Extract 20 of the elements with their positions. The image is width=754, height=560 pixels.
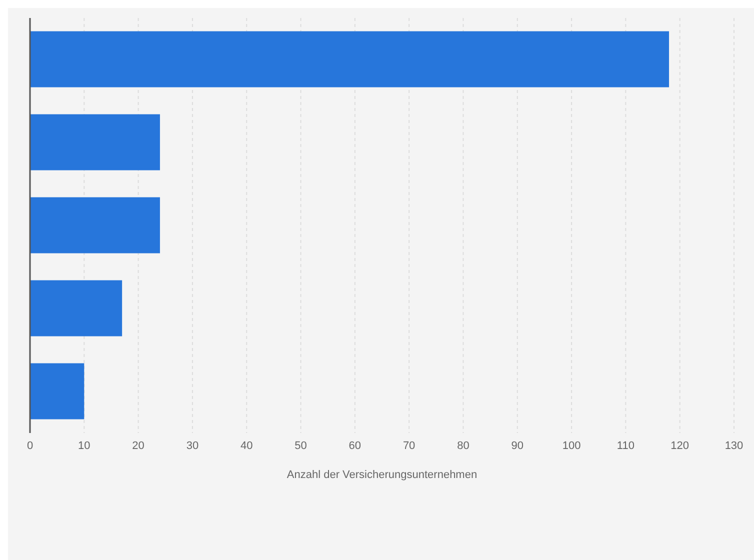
x-tick-label: 20 (132, 440, 144, 452)
bar (30, 197, 160, 254)
x-tick-label: 60 (348, 440, 362, 452)
x-tick-label: 80 (457, 440, 470, 452)
x-tick-label: 50 (294, 440, 307, 452)
x-axis-title: Anzahl der Versicherungsunternehmen (286, 469, 478, 481)
bar (30, 31, 670, 88)
bar (30, 280, 122, 336)
x-tick-label: 100 (562, 440, 581, 452)
x-tick-label: 90 (511, 440, 524, 452)
x-tick-label: 110 (616, 440, 634, 452)
bar (30, 114, 160, 170)
x-tick-label: 0 (26, 440, 34, 452)
bar (30, 363, 84, 420)
x-tick-label: 40 (240, 440, 253, 452)
x-tick-label: 120 (670, 440, 690, 452)
x-tick-label: 70 (402, 440, 416, 452)
x-tick-label: 30 (186, 440, 199, 452)
x-tick-label: 130 (724, 440, 744, 452)
x-tick-label: 10 (78, 440, 90, 452)
